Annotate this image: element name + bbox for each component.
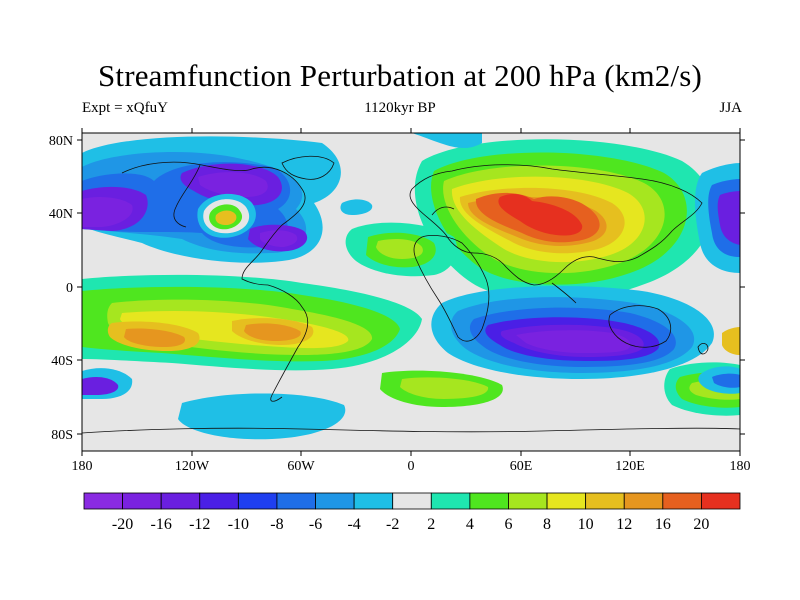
lon-label-180-east: 180	[730, 459, 751, 474]
colorbar-swatch	[701, 493, 740, 509]
colorbar-swatch	[547, 493, 586, 509]
lat-label-0: 0	[66, 281, 73, 296]
colorbar-label: 4	[466, 516, 474, 533]
colorbar-swatch	[393, 493, 432, 509]
season-label: JJA	[719, 100, 742, 117]
colorbar: -20 -16 -12 -10 -8 -6 -4 -2 2 4 6 8 10 12 16 20	[0, 486, 800, 546]
colorbar-swatch	[123, 493, 162, 509]
colorbar-labels: -20 -16 -12 -10 -8 -6 -4 -2 2 4 6 8 10 12 16 20	[112, 516, 709, 533]
colorbar-swatch	[508, 493, 547, 509]
lon-label-0: 0	[408, 459, 415, 474]
colorbar-label: 2	[427, 516, 435, 533]
lon-label-60e: 60E	[510, 459, 533, 474]
colorbar-label: -2	[386, 516, 399, 533]
colorbar-label: -16	[151, 516, 172, 533]
colorbar-label: -20	[112, 516, 133, 533]
colorbar-boxes	[84, 493, 740, 509]
colorbar-label: 10	[578, 516, 594, 533]
colorbar-label: 12	[616, 516, 632, 533]
map-panel: 80N 40N 0 40S 80S 180 120W 60W 0	[82, 133, 740, 451]
colorbar-label: 6	[504, 516, 512, 533]
lon-label-60w: 60W	[287, 459, 315, 474]
colorbar-swatch	[624, 493, 663, 509]
lat-label-40n: 40N	[49, 207, 73, 222]
colorbar-label: -8	[270, 516, 283, 533]
colorbar-label: 20	[693, 516, 709, 533]
colorbar-swatch	[161, 493, 200, 509]
colorbar-swatch	[663, 493, 702, 509]
lon-label-180-west: 180	[72, 459, 93, 474]
lat-label-40s: 40S	[51, 354, 73, 369]
colorbar-swatch	[586, 493, 625, 509]
colorbar-swatch	[238, 493, 277, 509]
colorbar-label: -4	[347, 516, 360, 533]
map-svg: 80N 40N 0 40S 80S 180 120W 60W 0	[82, 133, 740, 451]
colorbar-swatch	[354, 493, 393, 509]
colorbar-label: -10	[228, 516, 249, 533]
time-label: 1120kyr BP	[0, 100, 800, 117]
colorbar-label: 16	[655, 516, 671, 533]
lon-label-120e: 120E	[615, 459, 645, 474]
colorbar-label: 8	[543, 516, 551, 533]
lon-label-120w: 120W	[175, 459, 210, 474]
contour-field	[82, 133, 740, 451]
colorbar-swatch	[470, 493, 509, 509]
lat-label-80s: 80S	[51, 428, 73, 443]
colorbar-swatch	[277, 493, 316, 509]
colorbar-swatch	[200, 493, 239, 509]
colorbar-swatch	[84, 493, 123, 509]
colorbar-swatch	[316, 493, 355, 509]
colorbar-swatch	[431, 493, 470, 509]
colorbar-label: -12	[189, 516, 210, 533]
lat-label-80n: 80N	[49, 134, 73, 149]
colorbar-label: -6	[309, 516, 322, 533]
map-title: Streamfunction Perturbation at 200 hPa (…	[0, 58, 800, 94]
